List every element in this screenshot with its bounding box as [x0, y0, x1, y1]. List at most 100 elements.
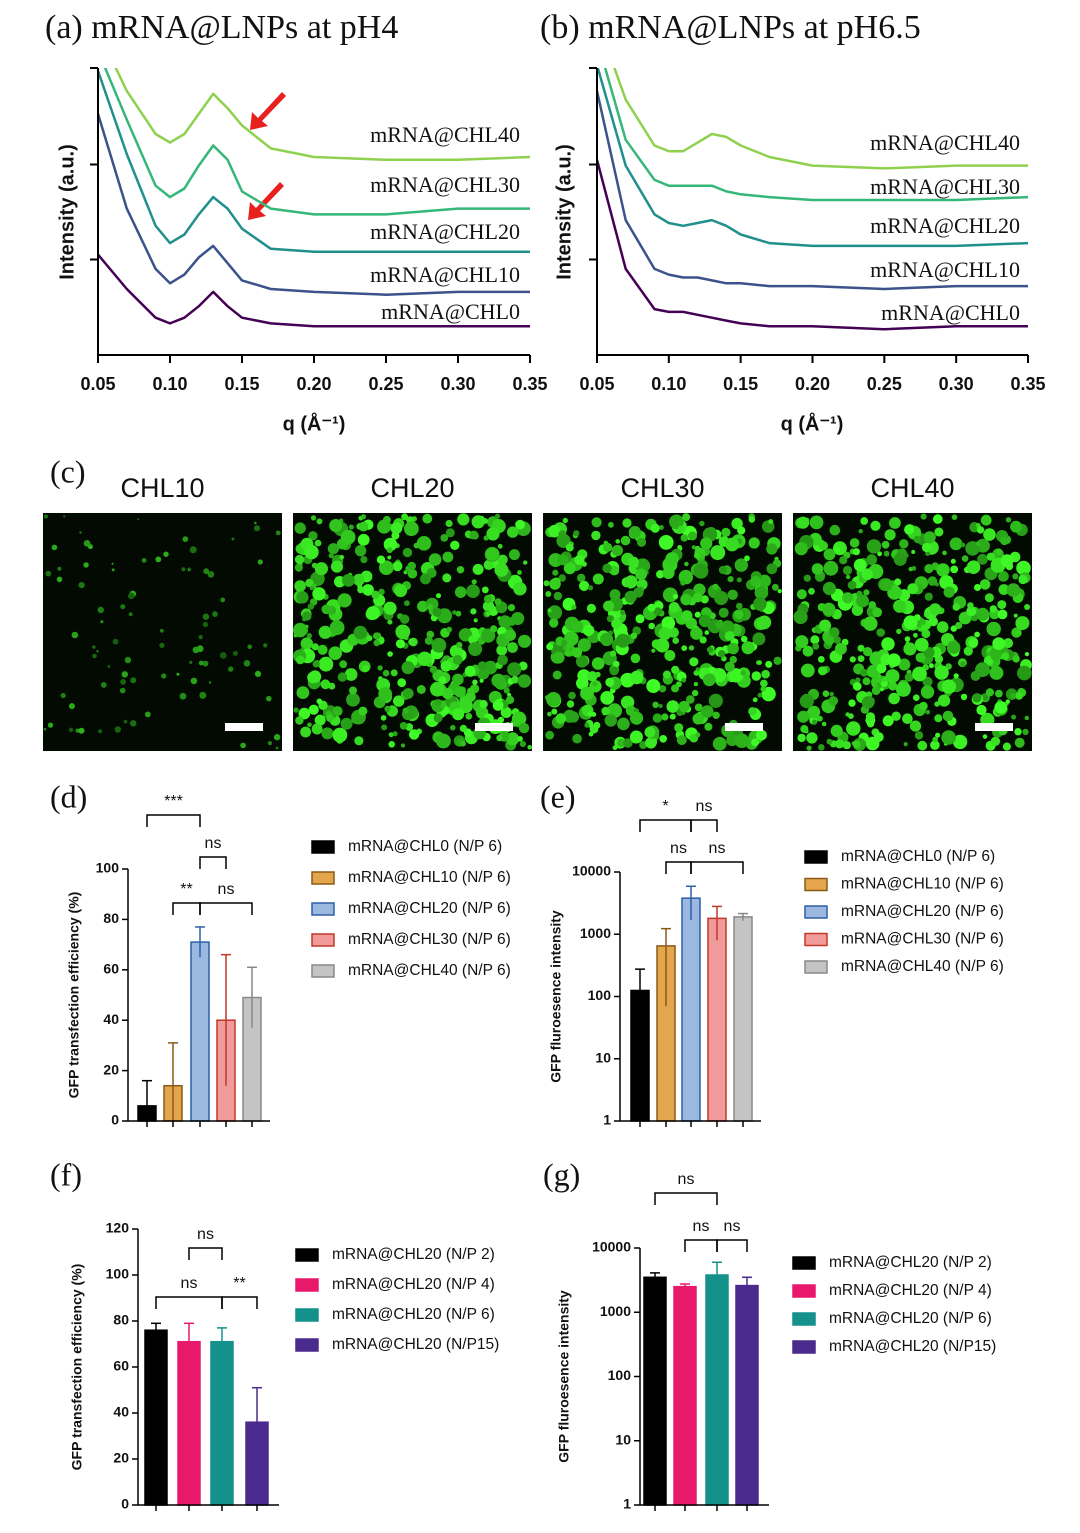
cell [904, 672, 914, 682]
cell [308, 704, 319, 715]
arrow [248, 182, 284, 220]
cell [381, 724, 388, 731]
cell [700, 537, 713, 550]
cell [212, 611, 218, 617]
cell [579, 580, 590, 592]
y-tick-label: 100 [608, 1367, 632, 1383]
y-tick-label: 20 [103, 1061, 119, 1077]
cell [354, 545, 367, 557]
cell [442, 573, 452, 583]
cell [652, 701, 659, 708]
cell [392, 731, 398, 737]
y-axis-label: GFP fluroesence intensity [556, 1290, 572, 1463]
cell [428, 553, 442, 566]
cell [664, 650, 676, 661]
legend-label: mRNA@CHL20 (N/P 2) [829, 1254, 992, 1271]
y-tick-label: 10000 [592, 1239, 631, 1255]
cell [624, 575, 638, 589]
cell [908, 566, 913, 572]
legend-swatch [792, 1312, 816, 1326]
chart-title: (b) mRNA@LNPs at pH6.5 [540, 9, 921, 46]
significance-bracket [199, 856, 227, 869]
cell [577, 638, 592, 652]
bar [190, 941, 210, 1122]
cell [691, 545, 696, 550]
cell [591, 517, 602, 528]
y-tick-label: 1000 [580, 925, 611, 941]
x-tick-label: 0.30 [440, 374, 475, 394]
cell [753, 597, 767, 611]
cell [546, 692, 561, 707]
cell [568, 691, 576, 700]
cell [847, 580, 857, 590]
cell [517, 570, 522, 575]
cell [377, 519, 392, 534]
y-tick-label: 20 [113, 1450, 129, 1466]
cell [752, 632, 766, 646]
cell [877, 551, 882, 557]
cell [306, 633, 312, 639]
cell [366, 606, 380, 620]
cell [635, 568, 647, 581]
legend-swatch [792, 1256, 816, 1270]
cell [1000, 554, 1014, 568]
cell [976, 704, 987, 716]
cell [508, 549, 520, 561]
cell [472, 563, 484, 575]
cell [401, 661, 415, 675]
cell [79, 531, 82, 534]
significance-label: ns [696, 798, 713, 815]
cell [869, 651, 884, 666]
cell [658, 703, 663, 709]
cell [811, 719, 818, 725]
cell [603, 600, 615, 612]
cell [737, 526, 746, 535]
legend-label: mRNA@CHL40 (N/P 6) [841, 958, 1004, 975]
cell [842, 741, 851, 750]
cell [861, 696, 875, 709]
significance-bracket [716, 1239, 748, 1252]
cell [207, 571, 215, 578]
line [98, 70, 530, 253]
cell [951, 514, 958, 520]
cell [997, 609, 1008, 620]
cell [797, 733, 806, 743]
cell [467, 687, 474, 695]
cell [318, 656, 334, 672]
cell [882, 715, 894, 727]
cell [924, 564, 934, 574]
cell [208, 681, 212, 684]
cell [327, 543, 339, 555]
cell [353, 625, 368, 640]
cell [408, 729, 420, 740]
cell [666, 700, 680, 713]
cell [399, 722, 408, 730]
cell [936, 563, 950, 577]
y-tick-label: 1 [623, 1496, 631, 1512]
cell [822, 690, 830, 697]
cell [923, 664, 929, 671]
x-tick-label: 0.20 [296, 374, 331, 394]
cell [728, 668, 744, 683]
cell [630, 632, 638, 640]
cell [446, 626, 453, 633]
y-tick-label: 1 [603, 1112, 611, 1128]
cell [312, 660, 320, 668]
cell [231, 537, 235, 541]
cell [1014, 728, 1022, 736]
cell [611, 544, 624, 557]
line [603, 68, 1029, 202]
cell [750, 575, 761, 587]
cell [342, 574, 355, 587]
legend-label: mRNA@CHL20 (N/P 6) [841, 903, 1004, 920]
panel-label: (f) [50, 1156, 82, 1192]
cell [395, 639, 406, 649]
cell [661, 616, 676, 630]
cell [861, 568, 873, 581]
cell [629, 670, 644, 685]
cell [881, 637, 895, 651]
cell [562, 517, 568, 524]
line [597, 90, 1028, 291]
series-label: mRNA@CHL0 [381, 299, 520, 324]
cell [112, 638, 119, 645]
